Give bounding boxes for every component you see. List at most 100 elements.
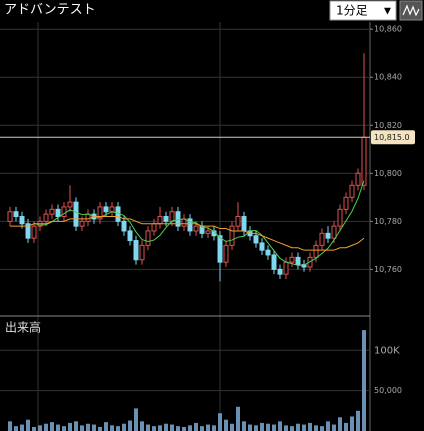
volume-bar <box>344 422 348 431</box>
volume-bar <box>272 424 276 431</box>
candle-body <box>229 225 235 246</box>
volume-bar <box>14 426 18 431</box>
volume-bar <box>350 416 354 431</box>
volume-bar <box>134 408 138 431</box>
candle-body <box>151 223 157 232</box>
volume-bar <box>32 426 36 431</box>
candle-body <box>133 240 139 261</box>
candle-body <box>337 208 343 227</box>
volume-bar <box>8 421 12 431</box>
volume-bar <box>284 425 288 431</box>
volume-bar <box>224 419 228 431</box>
volume-bar <box>194 422 198 431</box>
volume-bar <box>74 421 78 431</box>
candle-body <box>67 201 73 208</box>
volume-bar <box>98 426 102 431</box>
volume-bar <box>248 424 252 431</box>
candle-body <box>163 216 169 222</box>
volume-bar <box>326 421 330 431</box>
candle-body <box>193 225 199 232</box>
volume-bar <box>362 330 366 431</box>
candle-body <box>283 261 289 275</box>
candle-body <box>217 235 223 263</box>
volume-bar <box>92 424 96 431</box>
volume-bar <box>338 417 342 431</box>
dropdown-arrow[interactable]: ▼ <box>384 7 391 17</box>
volume-bar <box>296 423 300 431</box>
volume-bar <box>230 423 234 431</box>
y-tick-label: 10,860 <box>374 25 402 34</box>
volume-bar <box>266 423 270 431</box>
y-tick-label: 10,820 <box>374 121 402 130</box>
current-price-label: 10,815.0 <box>374 133 410 142</box>
volume-bar <box>332 424 336 431</box>
candle-body <box>31 225 37 239</box>
volume-bar <box>56 424 60 431</box>
y-tick-label: 10,840 <box>374 73 402 82</box>
candle-body <box>259 242 265 251</box>
volume-bar <box>218 413 222 431</box>
volume-bar <box>26 419 30 431</box>
volume-bar <box>68 422 72 431</box>
volume-bar <box>158 425 162 431</box>
volume-bar <box>20 424 24 431</box>
candle-body <box>355 172 361 186</box>
candle-body <box>223 244 229 263</box>
candle-body <box>289 256 295 263</box>
candle-body <box>121 220 127 232</box>
candle-body <box>325 232 331 239</box>
volume-bar <box>320 426 324 431</box>
y-tick-label: 10,800 <box>374 169 402 178</box>
candle-body <box>25 223 31 239</box>
candle-body <box>235 216 241 227</box>
volume-label: 出来高 <box>5 320 41 335</box>
volume-bar <box>188 425 192 431</box>
candle-body <box>169 211 175 222</box>
volume-bar <box>356 410 360 431</box>
candle-body <box>103 206 109 213</box>
volume-bar <box>200 426 204 431</box>
volume-bar <box>140 421 144 431</box>
volume-bar <box>104 422 108 431</box>
volume-bar <box>146 424 150 431</box>
volume-bar <box>308 422 312 431</box>
volume-bar <box>236 406 240 431</box>
volume-bar <box>170 424 174 431</box>
volume-bar <box>302 424 306 431</box>
chart-style-icon[interactable] <box>402 4 420 17</box>
candle-body <box>187 218 193 232</box>
candle-body <box>13 211 19 218</box>
candle-body <box>19 216 25 225</box>
candle-body <box>241 216 247 232</box>
candle-body <box>343 196 349 210</box>
candle-body <box>157 216 163 225</box>
volume-bar <box>212 425 216 431</box>
candle-body <box>331 225 337 239</box>
volume-bar <box>278 421 282 431</box>
candle-body <box>7 211 13 222</box>
y-tick-label: 10,780 <box>374 217 402 226</box>
volume-bar <box>80 425 84 431</box>
volume-bar <box>44 423 48 431</box>
volume-bar <box>110 425 114 431</box>
volume-bar <box>290 426 294 431</box>
volume-bar <box>260 422 264 431</box>
volume-bar <box>50 422 54 431</box>
candle-body <box>97 206 103 220</box>
candle-body <box>109 206 115 213</box>
candle-body <box>253 235 259 244</box>
candle-body <box>145 230 151 246</box>
interval-label[interactable]: 1分足 <box>336 4 368 18</box>
volume-bar <box>62 426 66 431</box>
y-tick-label: 10,760 <box>374 265 402 274</box>
volume-bar <box>128 420 132 431</box>
volume-bar <box>152 426 156 431</box>
candle-body <box>265 249 271 256</box>
volume-tick-label: 50,000 <box>374 386 402 395</box>
interval-select[interactable] <box>329 0 397 21</box>
candle-body <box>361 136 367 186</box>
candle-body <box>49 208 55 215</box>
